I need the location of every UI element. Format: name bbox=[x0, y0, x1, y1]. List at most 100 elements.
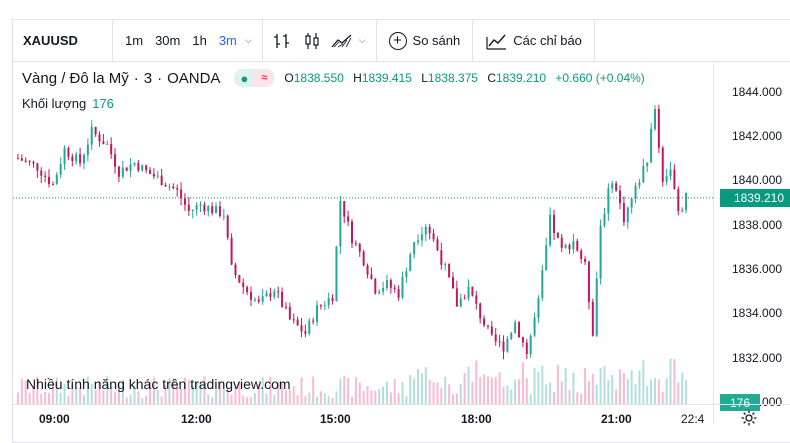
candle bbox=[323, 300, 326, 311]
compare-button[interactable]: + So sánh bbox=[381, 20, 469, 61]
instrument-name[interactable]: Vàng / Đô la Mỹ bbox=[22, 69, 129, 87]
volume-bar bbox=[323, 393, 326, 404]
volume-bar bbox=[572, 372, 575, 404]
volume-bar bbox=[681, 372, 684, 404]
candle bbox=[250, 286, 253, 307]
candle bbox=[257, 295, 260, 304]
candle bbox=[351, 219, 353, 249]
volume-bar bbox=[587, 381, 590, 404]
candle bbox=[215, 202, 218, 214]
volume-bar bbox=[607, 380, 610, 404]
volume-bar bbox=[638, 370, 641, 404]
volume-bar bbox=[152, 377, 155, 404]
volume-bar bbox=[222, 389, 225, 404]
candle bbox=[370, 267, 373, 280]
candle bbox=[296, 316, 299, 326]
volume-bar bbox=[479, 377, 482, 404]
volume-bar bbox=[657, 379, 660, 404]
volume-bar bbox=[436, 382, 439, 404]
tradingview-watermark-link[interactable]: Nhiều tính năng khác trên tradingview.co… bbox=[26, 376, 291, 392]
candle bbox=[622, 196, 625, 226]
volume-label[interactable]: Khối lượng bbox=[22, 96, 87, 111]
volume-bar bbox=[448, 384, 451, 404]
toolbar-divider bbox=[593, 19, 595, 62]
candle bbox=[75, 151, 78, 165]
time-tick-label: 15:00 bbox=[320, 412, 351, 426]
candle bbox=[28, 160, 31, 166]
candle bbox=[110, 137, 113, 159]
timeframe-1h[interactable]: 1h bbox=[192, 33, 207, 48]
timeframe-1m[interactable]: 1m bbox=[125, 33, 144, 48]
candle bbox=[428, 223, 431, 240]
candle bbox=[277, 286, 280, 299]
volume-bar bbox=[71, 383, 74, 404]
volume-bar bbox=[537, 371, 540, 404]
volume-bar bbox=[653, 378, 656, 404]
plus-circle-icon: + bbox=[388, 31, 407, 50]
candle bbox=[44, 171, 47, 183]
volume-bar bbox=[230, 394, 233, 404]
market-status-pill[interactable]: ● ≈ bbox=[234, 69, 275, 87]
timeframe-3m[interactable]: 3m bbox=[218, 33, 237, 48]
indicators-button[interactable]: Các chỉ báo bbox=[477, 20, 590, 61]
price-axis[interactable]: 1844.000 1842.000 1840.000 1838.000 1836.000… bbox=[713, 63, 790, 423]
candle bbox=[117, 165, 120, 183]
candle bbox=[195, 202, 198, 216]
candle bbox=[261, 288, 264, 305]
candle bbox=[467, 279, 470, 301]
volume-bar bbox=[599, 368, 602, 404]
candle bbox=[502, 335, 505, 360]
candle bbox=[308, 318, 311, 336]
volume-bar bbox=[28, 392, 31, 404]
price-tick-label: 1840.000 bbox=[732, 173, 783, 188]
candle bbox=[269, 287, 272, 302]
volume-bar bbox=[545, 384, 548, 404]
volume-bar bbox=[265, 393, 268, 404]
timeframe-dropdown-chevron-icon[interactable]: ⌵ bbox=[244, 35, 252, 45]
candle bbox=[432, 228, 435, 243]
toolbar-divider bbox=[375, 19, 377, 62]
candle-chart-type-icon[interactable] bbox=[300, 29, 324, 53]
area-chart-type-icon[interactable] bbox=[330, 29, 354, 53]
bar-chart-type-icon[interactable] bbox=[270, 29, 294, 53]
volume-bar bbox=[156, 390, 159, 404]
candle bbox=[607, 183, 610, 221]
candle bbox=[580, 248, 583, 264]
candle bbox=[67, 146, 70, 161]
time-axis[interactable]: 09:00 12:00 15:00 18:00 21:00 22:4 bbox=[13, 404, 790, 443]
price-tick-label: 1834.000 bbox=[732, 306, 783, 321]
candle bbox=[506, 336, 509, 353]
chart-type-dropdown-chevron-icon[interactable]: ⌵ bbox=[358, 35, 366, 45]
price-chart-plot[interactable] bbox=[13, 63, 713, 404]
volume-bar bbox=[475, 360, 478, 404]
candle bbox=[164, 182, 167, 187]
candle bbox=[576, 238, 579, 252]
candle bbox=[646, 162, 649, 173]
candle bbox=[560, 233, 563, 253]
candle bbox=[479, 302, 482, 324]
volume-bar bbox=[308, 392, 311, 404]
candle bbox=[183, 193, 186, 211]
candle bbox=[354, 240, 357, 247]
candle bbox=[385, 274, 388, 291]
volume-bar bbox=[327, 395, 330, 404]
volume-bar bbox=[354, 377, 357, 404]
candle bbox=[657, 104, 660, 154]
volume-bar bbox=[428, 379, 431, 404]
timeframe-30m[interactable]: 30m bbox=[155, 33, 181, 48]
candle bbox=[149, 166, 152, 175]
volume-bar bbox=[405, 396, 408, 404]
volume-bar bbox=[331, 397, 334, 404]
volume-bar bbox=[281, 382, 284, 404]
legend-separator: · bbox=[157, 69, 163, 87]
candle bbox=[587, 260, 590, 310]
candle bbox=[424, 223, 427, 242]
settings-gear-icon[interactable] bbox=[740, 409, 758, 432]
volume-bar bbox=[288, 389, 291, 404]
candle bbox=[451, 271, 454, 289]
symbol-search[interactable]: XAUUSD bbox=[13, 20, 113, 61]
candle bbox=[253, 297, 256, 303]
candle bbox=[234, 262, 237, 279]
candle bbox=[665, 168, 668, 186]
volume-bar bbox=[471, 381, 474, 404]
